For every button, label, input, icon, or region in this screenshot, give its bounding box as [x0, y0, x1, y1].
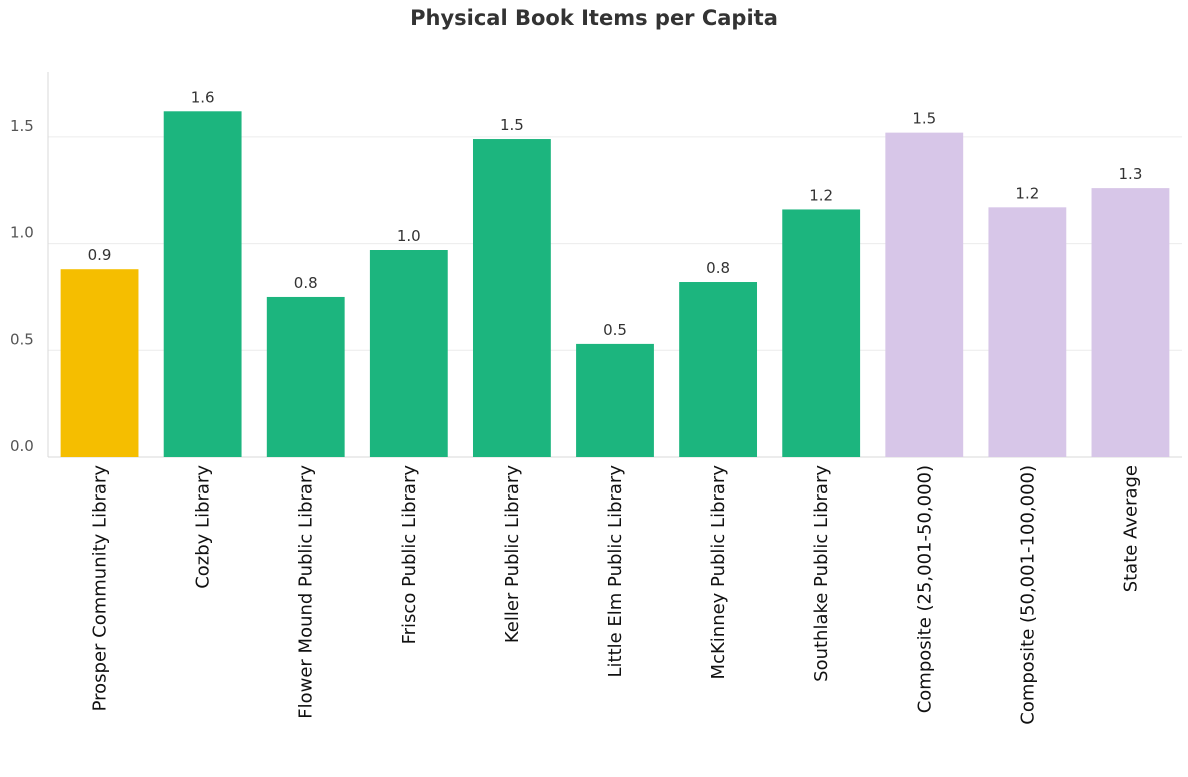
y-tick-label: 0.0 — [10, 437, 34, 455]
x-tick-label: McKinney Public Library — [708, 465, 729, 680]
data-label: 1.3 — [1119, 165, 1143, 183]
x-tick-label: Frisco Public Library — [399, 465, 420, 645]
x-tick-label: Southlake Public Library — [811, 465, 832, 682]
bar — [369, 250, 448, 457]
bar — [163, 111, 242, 458]
y-tick-label: 1.0 — [10, 224, 34, 242]
y-tick-label: 0.5 — [10, 330, 34, 348]
x-tick-label: Prosper Community Library — [90, 465, 111, 712]
data-label: 1.0 — [397, 227, 421, 245]
data-label: 1.2 — [809, 186, 833, 204]
chart-title: Physical Book Items per Capita — [410, 6, 778, 30]
bar — [782, 209, 861, 457]
y-tick-label: 1.5 — [10, 117, 34, 135]
data-label: 0.5 — [603, 321, 627, 339]
x-tick-label: State Average — [1120, 465, 1141, 592]
x-tick-label: Composite (25,001-50,000) — [914, 465, 935, 713]
value-labels: 0.9 1.6 0.8 1.0 1.5 0.5 0.8 1.2 1.5 1.2 1.3 — [88, 88, 1143, 339]
data-label: 1.5 — [912, 110, 936, 128]
data-label: 0.8 — [294, 274, 318, 292]
bar — [1091, 188, 1170, 457]
bar — [576, 343, 654, 457]
data-label: 1.2 — [1015, 184, 1039, 202]
data-label: 0.8 — [706, 259, 730, 277]
bar — [679, 282, 758, 457]
bar — [472, 139, 551, 457]
bar — [988, 207, 1067, 457]
bars — [60, 111, 1170, 458]
x-tick-label: Cozby Library — [193, 465, 214, 589]
x-tick-label: Flower Mound Public Library — [296, 465, 317, 719]
x-axis-labels: Prosper Community Library Cozby Library Fl… — [90, 465, 1142, 725]
data-label: 1.5 — [500, 116, 524, 134]
x-tick-label: Little Elm Public Library — [605, 465, 626, 678]
y-axis-ticks: 0.0 0.5 1.0 1.5 — [10, 117, 34, 455]
x-tick-label: Keller Public Library — [502, 465, 523, 643]
bar — [885, 132, 964, 457]
data-label: 0.9 — [88, 246, 112, 264]
data-label: 1.6 — [191, 88, 215, 106]
x-tick-label: Composite (50,001-100,000) — [1017, 465, 1038, 725]
bar — [60, 269, 139, 457]
bar — [266, 296, 345, 457]
